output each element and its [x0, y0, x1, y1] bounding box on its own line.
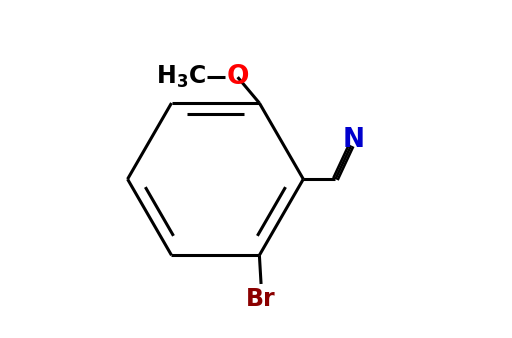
- Text: $\mathregular{H_3C}$: $\mathregular{H_3C}$: [156, 63, 205, 90]
- Text: O: O: [226, 64, 249, 90]
- Text: Br: Br: [246, 287, 276, 311]
- Text: N: N: [343, 127, 365, 153]
